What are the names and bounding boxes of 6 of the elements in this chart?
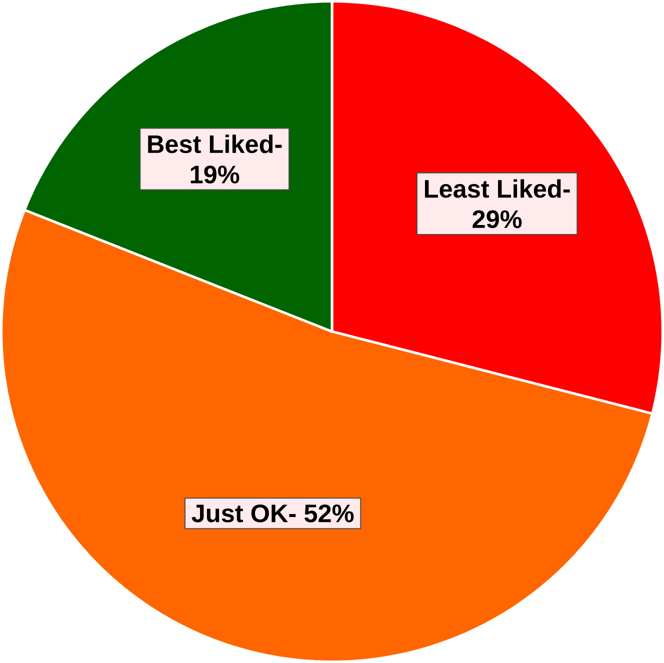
data-label: 52% <box>304 504 354 522</box>
data-label: 19% <box>190 166 240 184</box>
slice-label: Just OK- <box>192 504 296 522</box>
slice-label: Least Liked- <box>424 179 570 198</box>
data-label: 29% <box>472 210 522 228</box>
slice-label: Best Liked- <box>148 134 282 154</box>
